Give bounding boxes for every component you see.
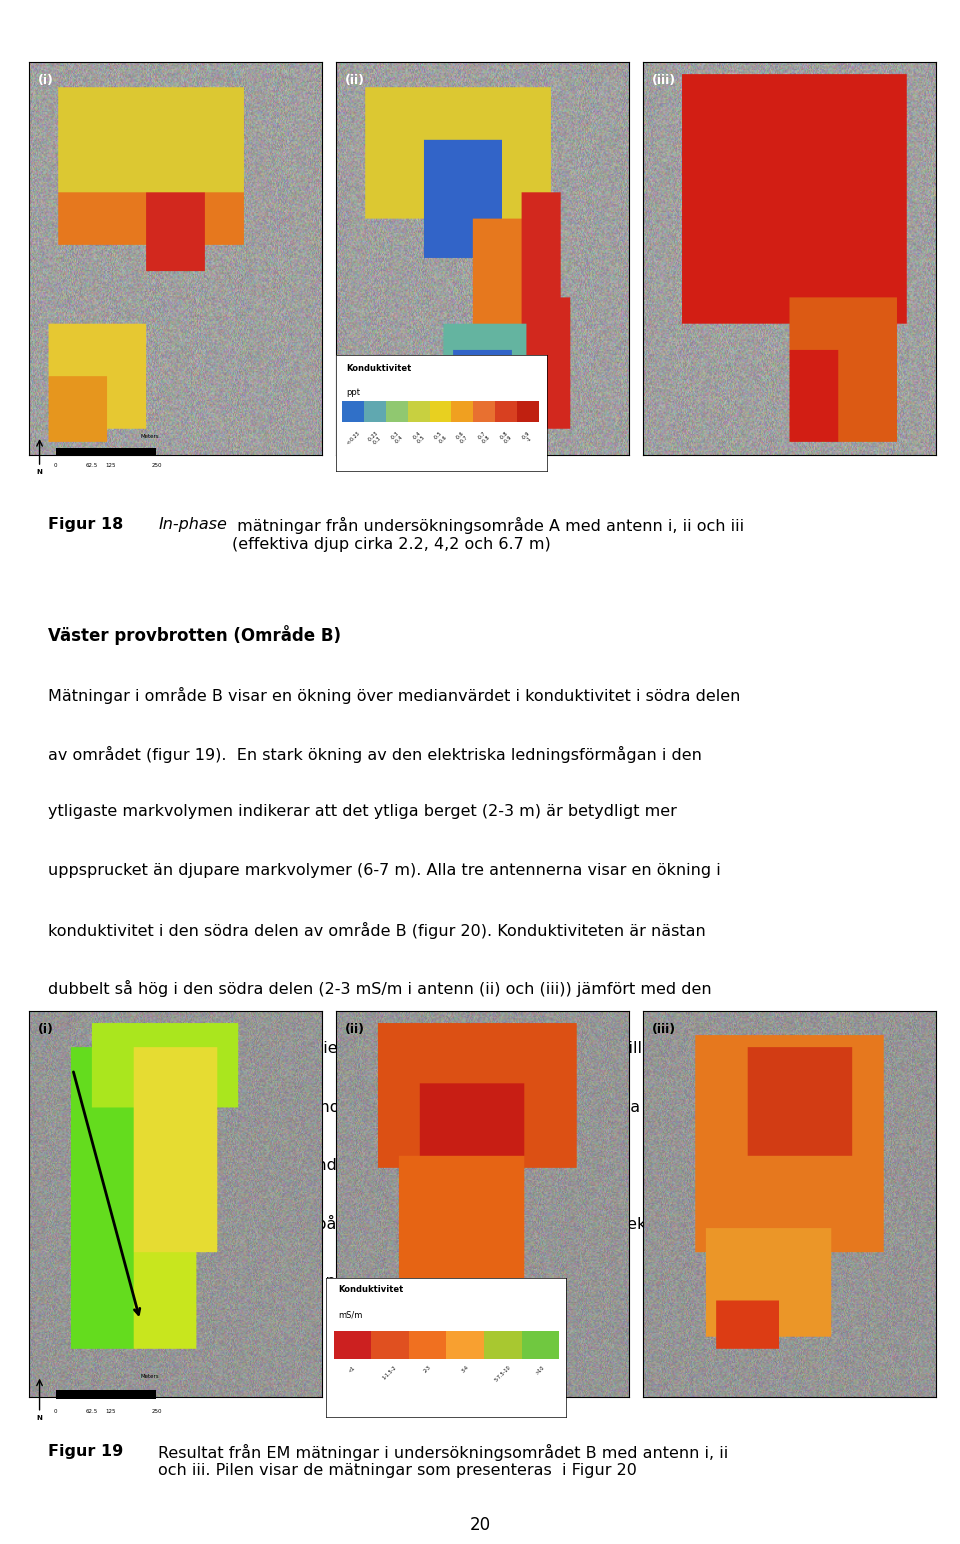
Text: (iii): (iii) — [652, 1024, 676, 1036]
Text: 1-1.5-2: 1-1.5-2 — [382, 1365, 398, 1380]
Text: Väster provbrotten (Område B): Väster provbrotten (Område B) — [48, 625, 341, 645]
Text: -0.9
-1: -0.9 -1 — [520, 431, 535, 445]
Text: 0: 0 — [54, 1408, 58, 1414]
Bar — [409, 1331, 446, 1359]
Text: 250: 250 — [152, 463, 161, 468]
Text: konduktivitet i den södra delen av område B (figur 20). Konduktiviteten är nästa: konduktivitet i den södra delen av områd… — [48, 922, 706, 939]
Text: 62.5: 62.5 — [85, 1408, 98, 1414]
Text: (ii): (ii) — [345, 74, 365, 86]
Text: <-0.23: <-0.23 — [346, 431, 361, 446]
Text: variationerna längst norrut i undersökningsområde B kan ha: variationerna längst norrut i undersökni… — [147, 1098, 640, 1115]
Bar — [56, 448, 156, 455]
Text: (ii): (ii) — [345, 1024, 365, 1036]
Bar — [484, 1331, 521, 1359]
Bar — [495, 401, 516, 423]
Text: Meters: Meters — [140, 434, 159, 438]
Bar — [408, 401, 430, 423]
Text: ytligaste markvolymen indikerar att det ytliga berget (2-3 m) är betydligt mer: ytligaste markvolymen indikerar att det … — [48, 804, 677, 820]
Bar — [372, 1331, 409, 1359]
Text: -0.23
-0.3: -0.23 -0.3 — [367, 431, 383, 446]
Bar — [430, 401, 451, 423]
Text: mS/m: mS/m — [339, 1311, 363, 1320]
Text: det metallstängsel som omgärdar provbrottet.: det metallstängsel som omgärdar provbrot… — [48, 1274, 421, 1289]
Text: mätningar från undersökningsområde A med antenn i, ii och iii
(effektiva djup ci: mätningar från undersökningsområde A med… — [232, 517, 744, 551]
Bar — [473, 401, 495, 423]
Text: 5-7.5-10: 5-7.5-10 — [493, 1365, 512, 1383]
Text: Konduktivitet: Konduktivitet — [347, 364, 412, 374]
Bar — [56, 1390, 156, 1399]
Text: 250: 250 — [152, 1408, 161, 1414]
Text: 125: 125 — [106, 1408, 116, 1414]
Bar — [516, 401, 539, 423]
Text: mätningar som: mätningar som — [490, 1156, 617, 1172]
Text: Resultat från EM mätningar i undersökningsområdet B med antenn i, ii
och iii. Pi: Resultat från EM mätningar i undersöknin… — [158, 1444, 729, 1478]
Text: N: N — [36, 1414, 42, 1420]
Text: 2-3: 2-3 — [423, 1365, 432, 1374]
Text: uppkommit på grund av intilliggande provtäkt (Figur 21).: uppkommit på grund av intilliggande prov… — [48, 1156, 513, 1173]
Text: -0.7
-0.8: -0.7 -0.8 — [477, 431, 492, 445]
Text: 7 m.: 7 m. — [48, 1098, 89, 1113]
Text: In-phase: In-phase — [427, 1156, 496, 1172]
Bar — [451, 401, 473, 423]
Text: -0.6
-0.7: -0.6 -0.7 — [455, 431, 469, 445]
Bar — [521, 1331, 559, 1359]
Bar — [343, 401, 364, 423]
Text: -0.3
-0.4: -0.3 -0.4 — [390, 431, 404, 445]
Text: (i): (i) — [37, 74, 54, 86]
Text: In-phase: In-phase — [84, 1098, 154, 1113]
Bar — [446, 1331, 484, 1359]
Text: Figur 18: Figur 18 — [48, 517, 123, 533]
Text: -0.4
-0.5: -0.4 -0.5 — [412, 431, 426, 445]
Text: Meters: Meters — [140, 1374, 159, 1379]
Text: Mätningar i område B visar en ökning över medianvärdet i konduktivitet i södra d: Mätningar i område B visar en ökning öve… — [48, 687, 740, 704]
Text: N: N — [36, 469, 42, 476]
Text: (iii): (iii) — [652, 74, 676, 86]
Text: registrerar det magnetiska fältet påverkas i allmänhet av metalliska objekt, i d: registrerar det magnetiska fältet påverk… — [48, 1215, 745, 1232]
Text: Figur 19: Figur 19 — [48, 1444, 123, 1459]
Text: 62.5: 62.5 — [85, 463, 98, 468]
Text: (i): (i) — [37, 1024, 54, 1036]
Text: uppsprucket än djupare markvolymer (6-7 m). Alla tre antennerna visar en ökning : uppsprucket än djupare markvolymer (6-7 … — [48, 863, 721, 879]
Text: 20: 20 — [469, 1516, 491, 1535]
Text: Konduktivitet: Konduktivitet — [339, 1285, 403, 1294]
Bar — [364, 401, 386, 423]
Bar — [334, 1331, 372, 1359]
Text: 3-4: 3-4 — [461, 1365, 469, 1374]
Text: dubbelt så hög i den södra delen (2-3 mS/m i antenn (ii) och (iii)) jämfört med : dubbelt så hög i den södra delen (2-3 mS… — [48, 980, 711, 997]
Text: In-phase: In-phase — [158, 517, 228, 533]
Text: -0.8
-0.9: -0.8 -0.9 — [499, 431, 514, 445]
Text: >10: >10 — [535, 1365, 546, 1376]
Text: -0.5
-0.6: -0.5 -0.6 — [433, 431, 447, 445]
Bar — [386, 401, 408, 423]
Text: 125: 125 — [106, 463, 116, 468]
Text: 0: 0 — [54, 463, 58, 468]
Text: ppt: ppt — [347, 388, 361, 397]
Text: <1: <1 — [348, 1365, 357, 1373]
Text: av området (figur 19).  En stark ökning av den elektriska ledningsförmågan i den: av området (figur 19). En stark ökning a… — [48, 746, 702, 763]
Text: norra delen (1-1.5 mS/m). Anomalier finns dock från markytan och ner till mer än: norra delen (1-1.5 mS/m). Anomalier finn… — [48, 1039, 705, 1056]
